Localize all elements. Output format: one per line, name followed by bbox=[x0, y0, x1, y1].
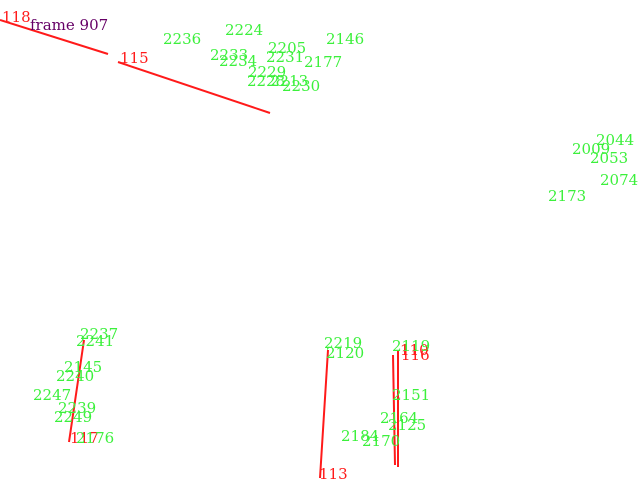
point-label: 2151 bbox=[392, 386, 430, 404]
point-label: 2205 bbox=[268, 39, 306, 57]
point-label: 2233 bbox=[210, 46, 248, 64]
point-label: 2074 bbox=[600, 171, 638, 189]
point-label: 2044 bbox=[596, 131, 634, 149]
point-label: 2177 bbox=[304, 53, 342, 71]
point-label: 2229 bbox=[248, 63, 286, 81]
track-label: 115 bbox=[120, 49, 149, 67]
point-label: 2170 bbox=[362, 432, 400, 450]
track-labels: 118 115 117 113 110 116 bbox=[2, 8, 430, 480]
point-label: 2213 bbox=[270, 72, 308, 90]
point-label: 2125 bbox=[388, 416, 426, 434]
point-label: 2224 bbox=[225, 21, 263, 39]
point-label: 2145 bbox=[64, 358, 102, 376]
point-label: 2241 bbox=[76, 332, 114, 350]
point-label: 2009 bbox=[572, 140, 610, 158]
track-line-113 bbox=[319, 349, 329, 479]
track-line-117 bbox=[68, 339, 85, 443]
point-label: 2053 bbox=[590, 149, 628, 167]
track-lines bbox=[0, 19, 399, 479]
point-label: 2237 bbox=[80, 325, 118, 343]
point-label: 2176 bbox=[76, 429, 114, 447]
track-line-110 bbox=[392, 354, 396, 466]
point-label: 2247 bbox=[33, 386, 71, 404]
point-label: 2184 bbox=[341, 427, 379, 445]
point-label: 2173 bbox=[548, 187, 586, 205]
point-label: 2239 bbox=[58, 399, 96, 417]
point-label: 2164 bbox=[380, 409, 418, 427]
point-label: 2228 bbox=[247, 72, 285, 90]
point-label: 2231 bbox=[266, 48, 304, 66]
track-line-115 bbox=[117, 61, 271, 114]
track-label: 118 bbox=[2, 8, 31, 26]
point-label: 2119 bbox=[392, 337, 430, 355]
point-label: 2146 bbox=[326, 30, 364, 48]
point-label: 2240 bbox=[56, 367, 94, 385]
track-label: 116 bbox=[401, 346, 430, 364]
frame-label: frame 907 bbox=[30, 16, 108, 34]
track-label: 113 bbox=[319, 465, 348, 480]
point-label: 2236 bbox=[163, 30, 201, 48]
point-labels: 2236 2224 2146 2205 2233 2234 2231 2177 … bbox=[33, 21, 638, 450]
point-label: 2230 bbox=[282, 77, 320, 95]
point-label: 2120 bbox=[326, 344, 364, 362]
point-label: 2219 bbox=[324, 334, 362, 352]
track-label: 110 bbox=[400, 341, 429, 359]
point-label: 2249 bbox=[54, 408, 92, 426]
track-line-118 bbox=[0, 19, 109, 55]
point-label: 2234 bbox=[219, 52, 257, 70]
track-label: 117 bbox=[70, 429, 99, 447]
